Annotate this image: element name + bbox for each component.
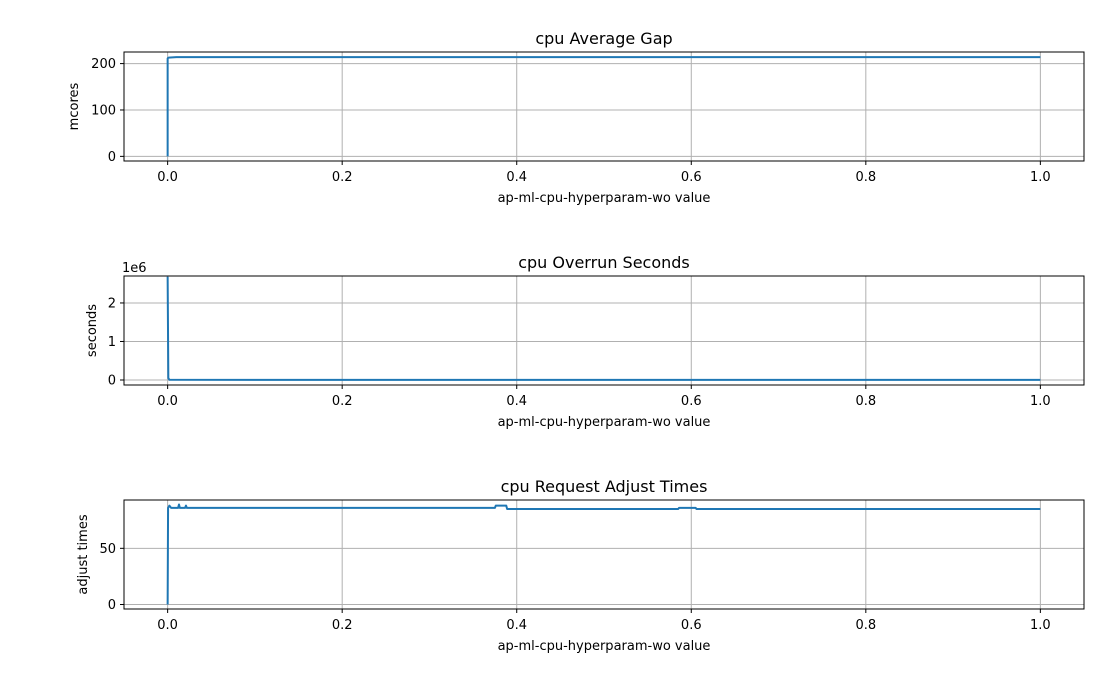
overrun-seconds-x-tick-label: 0.2 <box>332 394 353 409</box>
average-gap-x-tick-label: 0.6 <box>681 170 702 185</box>
average-gap-y-tick-label: 200 <box>91 57 116 72</box>
average-gap-y-tick-label: 0 <box>108 150 116 165</box>
overrun-seconds-x-axis-label: ap-ml-cpu-hyperparam-wo value <box>498 415 711 430</box>
average-gap-x-tick-label: 0.0 <box>157 170 178 185</box>
average-gap-y-tick-label: 100 <box>91 103 116 118</box>
average-gap-x-tick-label: 0.2 <box>332 170 353 185</box>
average-gap-series <box>166 56 1041 157</box>
request-adjust-times-series-line <box>166 503 1041 605</box>
request-adjust-times-x-ticks: 0.0 0.2 0.4 0.6 0.8 1.0 <box>157 609 1051 633</box>
request-adjust-times-x-tick-label: 1.0 <box>1030 618 1051 633</box>
overrun-seconds-y-ticks: 0 1 2 <box>108 296 124 388</box>
overrun-seconds-y-tick-label: 2 <box>108 296 116 311</box>
overrun-seconds-series <box>166 276 1041 381</box>
overrun-seconds-x-tick-label: 0.6 <box>681 394 702 409</box>
request-adjust-times-y-tick-label: 50 <box>99 542 116 557</box>
request-adjust-times-title: cpu Request Adjust Times <box>501 477 708 496</box>
request-adjust-times-y-tick-label: 0 <box>108 598 116 613</box>
average-gap-x-axis-label: ap-ml-cpu-hyperparam-wo value <box>498 191 711 206</box>
request-adjust-times-x-tick-label: 0.6 <box>681 618 702 633</box>
request-adjust-times-y-ticks: 0 50 <box>99 542 124 613</box>
average-gap-chart: 0.0 0.2 0.4 0.6 0.8 1.0 0 100 200 cpu Average G… <box>67 29 1085 206</box>
request-adjust-times-axes-frame <box>123 499 1085 610</box>
overrun-seconds-axes-frame <box>123 275 1085 386</box>
request-adjust-times-x-tick-label: 0.0 <box>157 618 178 633</box>
average-gap-grid <box>124 52 1084 161</box>
overrun-seconds-x-ticks: 0.0 0.2 0.4 0.6 0.8 1.0 <box>157 385 1051 409</box>
request-adjust-times-chart: 0.0 0.2 0.4 0.6 0.8 1.0 0 50 cpu Request Adjus… <box>76 477 1085 654</box>
average-gap-series-line <box>166 56 1041 157</box>
overrun-seconds-series-line <box>166 276 1041 381</box>
average-gap-x-tick-label: 1.0 <box>1030 170 1051 185</box>
request-adjust-times-x-tick-label: 0.2 <box>332 618 353 633</box>
overrun-seconds-title: cpu Overrun Seconds <box>518 253 690 272</box>
average-gap-x-ticks: 0.0 0.2 0.4 0.6 0.8 1.0 <box>157 161 1051 185</box>
average-gap-axes-frame <box>123 51 1085 162</box>
request-adjust-times-y-axis-label: adjust times <box>76 514 91 594</box>
average-gap-title: cpu Average Gap <box>535 29 672 48</box>
average-gap-y-ticks: 0 100 200 <box>91 57 124 165</box>
overrun-seconds-y-tick-label: 0 <box>108 373 116 388</box>
overrun-seconds-x-tick-label: 0.0 <box>157 394 178 409</box>
request-adjust-times-x-tick-label: 0.8 <box>855 618 876 633</box>
average-gap-x-tick-label: 0.4 <box>506 170 527 185</box>
average-gap-x-tick-label: 0.8 <box>855 170 876 185</box>
overrun-seconds-offset-label: 1e6 <box>122 261 147 276</box>
overrun-seconds-x-tick-label: 0.4 <box>506 394 527 409</box>
overrun-seconds-x-tick-label: 1.0 <box>1030 394 1051 409</box>
overrun-seconds-chart: 0.0 0.2 0.4 0.6 0.8 1.0 0 1 2 cpu Overrun Secon… <box>85 253 1085 430</box>
request-adjust-times-x-tick-label: 0.4 <box>506 618 527 633</box>
average-gap-y-axis-label: mcores <box>67 82 82 130</box>
request-adjust-times-x-axis-label: ap-ml-cpu-hyperparam-wo value <box>498 639 711 654</box>
overrun-seconds-x-tick-label: 0.8 <box>855 394 876 409</box>
overrun-seconds-y-axis-label: seconds <box>85 304 100 357</box>
request-adjust-times-series <box>166 503 1041 605</box>
overrun-seconds-y-tick-label: 1 <box>108 335 116 350</box>
